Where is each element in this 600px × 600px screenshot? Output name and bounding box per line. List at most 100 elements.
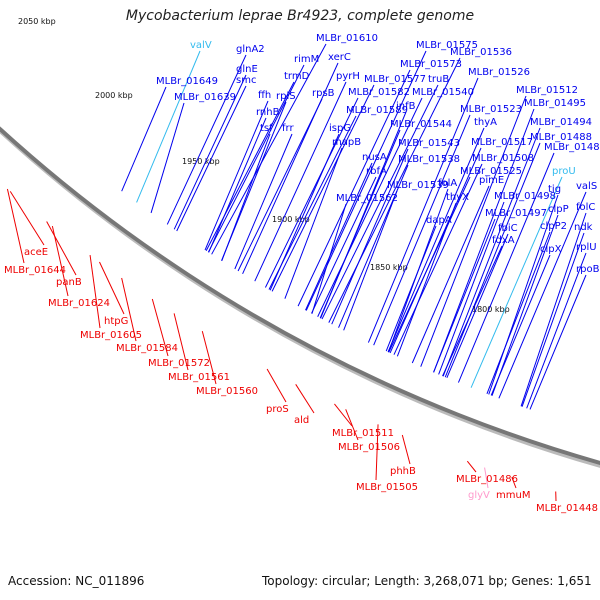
forward-leader-line: [393, 163, 483, 355]
forward-gene-label: MLBr_01538: [398, 154, 460, 165]
forward-leader-line: [207, 64, 305, 253]
forward-leader-line: [271, 84, 375, 292]
forward-gene-label: MLBr_01517: [471, 137, 533, 148]
forward-gene-label: nusA: [362, 152, 387, 163]
forward-leader-line: [208, 117, 267, 253]
forward-gene-label: clpP2: [540, 221, 567, 232]
reverse-gene-label: MLBr_01560: [196, 386, 258, 397]
forward-leader-line: [486, 231, 551, 394]
forward-leader-line: [438, 201, 505, 375]
scale-tick-label: 2050 kbp: [18, 17, 56, 26]
forward-leader-line: [433, 108, 535, 373]
reverse-gene-label: phhB: [390, 466, 416, 477]
forward-leader-line: [237, 98, 323, 272]
scale-tick-label: 1800 kbp: [472, 305, 510, 314]
label-leader-lines: [6, 43, 587, 502]
forward-leader-line: [498, 191, 587, 399]
forward-gene-label: MLBr_01523: [460, 104, 522, 115]
reverse-gene-label: MLBr_01605: [80, 330, 142, 341]
forward-leader-line: [205, 81, 295, 251]
reverse-leader-line: [151, 298, 169, 357]
forward-gene-label: xerC: [328, 52, 351, 63]
forward-gene-label: MLBr_01575: [416, 40, 478, 51]
forward-gene-label: dapA: [426, 215, 452, 226]
forward-leader-line: [490, 254, 551, 396]
forward-gene-label: rplU: [576, 242, 597, 253]
forward-gene-label: MLBr_01526: [468, 67, 530, 78]
reverse-leader-line: [295, 384, 315, 414]
reverse-leader-line: [266, 368, 287, 403]
reverse-gene-label: MLBr_01624: [48, 298, 110, 309]
forward-gene-label: truB: [428, 74, 449, 85]
forward-gene-label: clpP: [548, 204, 569, 215]
reverse-gene-label: ald: [294, 415, 309, 426]
genome-summary-text: Topology: circular; Length: 3,268,071 bp…: [262, 574, 592, 588]
forward-gene-label: rpoB: [576, 264, 600, 275]
forward-leader-line: [166, 54, 247, 225]
forward-leader-line: [444, 142, 541, 378]
forward-leader-line: [470, 176, 563, 388]
forward-gene-label: folA: [438, 178, 457, 189]
forward-leader-line: [211, 43, 327, 255]
scale-tick-label: 2000 kbp: [95, 91, 133, 100]
reverse-leader-line: [484, 467, 489, 489]
reverse-gene-label: MLBr_01448: [536, 503, 598, 514]
reverse-gene-label: MLBr_01505: [356, 482, 418, 493]
forward-leader-line: [338, 164, 409, 328]
forward-leader-line: [396, 202, 457, 357]
forward-gene-label: MLBr_01508: [472, 153, 534, 164]
forward-gene-label: thyX: [446, 192, 469, 203]
forward-leader-line: [520, 212, 587, 407]
forward-gene-label: MLBr_01562: [336, 193, 398, 204]
forward-leader-line: [305, 162, 373, 311]
forward-gene-label: rbfA: [366, 166, 387, 177]
forward-leader-line: [328, 57, 461, 323]
forward-gene-label: MLBr_01484: [544, 142, 600, 153]
forward-leader-line: [121, 86, 167, 192]
reverse-gene-label: MLBr_01644: [4, 265, 66, 276]
forward-leader-line: [234, 133, 293, 270]
forward-gene-label: MLBr_01582: [348, 87, 410, 98]
forward-gene-label: ispG: [329, 123, 351, 134]
reverse-leader-line: [511, 477, 517, 489]
reverse-leader-line: [6, 188, 25, 264]
forward-gene-label: valV: [190, 40, 212, 51]
reverse-leader-line: [121, 277, 137, 342]
reverse-leader-line: [51, 225, 69, 297]
reverse-leader-line: [334, 403, 353, 427]
forward-gene-label: ffh: [258, 90, 271, 101]
forward-leader-line: [268, 115, 357, 290]
kbp-scale: 2050 kbp 2000 kbp 1950 kbp 1900 kbp 1850 kbp…: [18, 17, 510, 314]
forward-gene-label: MLBr_01488: [530, 132, 592, 143]
forward-leader-line: [331, 148, 409, 325]
reverse-leader-line: [466, 460, 477, 473]
forward-gene-label: rplS: [276, 91, 296, 102]
forward-gene-label: infB: [396, 101, 416, 112]
forward-gene-label: MLBr_01525: [460, 166, 522, 177]
reverse-gene-label: htpG: [104, 316, 128, 327]
forward-gene-label: valS: [576, 181, 597, 192]
forward-gene-label: folC: [576, 202, 595, 213]
forward-gene-label: MLBr_01649: [156, 76, 218, 87]
reverse-gene-label: MLBr_01486: [456, 474, 518, 485]
forward-leader-line: [526, 252, 587, 409]
forward-leader-line: [242, 62, 339, 274]
reverse-leader-line: [99, 261, 125, 315]
forward-leader-line: [442, 127, 541, 377]
forward-leader-line: [319, 129, 401, 319]
reverse-gene-label: aceE: [24, 247, 48, 258]
forward-gene-label: clpX: [540, 244, 562, 255]
reverse-gene-label: MLBr_01511: [332, 428, 394, 439]
forward-leader-line: [173, 74, 247, 230]
forward-gene-label: frr: [282, 123, 294, 134]
reverse-leader-line: [375, 424, 379, 481]
reverse-gene-label: panB: [56, 277, 82, 288]
reverse-leader-line: [9, 191, 45, 246]
forward-leader-line: [264, 97, 359, 288]
forward-leader-line: [488, 194, 559, 395]
forward-gene-label: rpsB: [312, 88, 335, 99]
forward-leader-line: [321, 84, 439, 320]
forward-gene-label: MLBr_01589: [346, 105, 408, 116]
forward-gene-label: ndk: [574, 222, 593, 233]
